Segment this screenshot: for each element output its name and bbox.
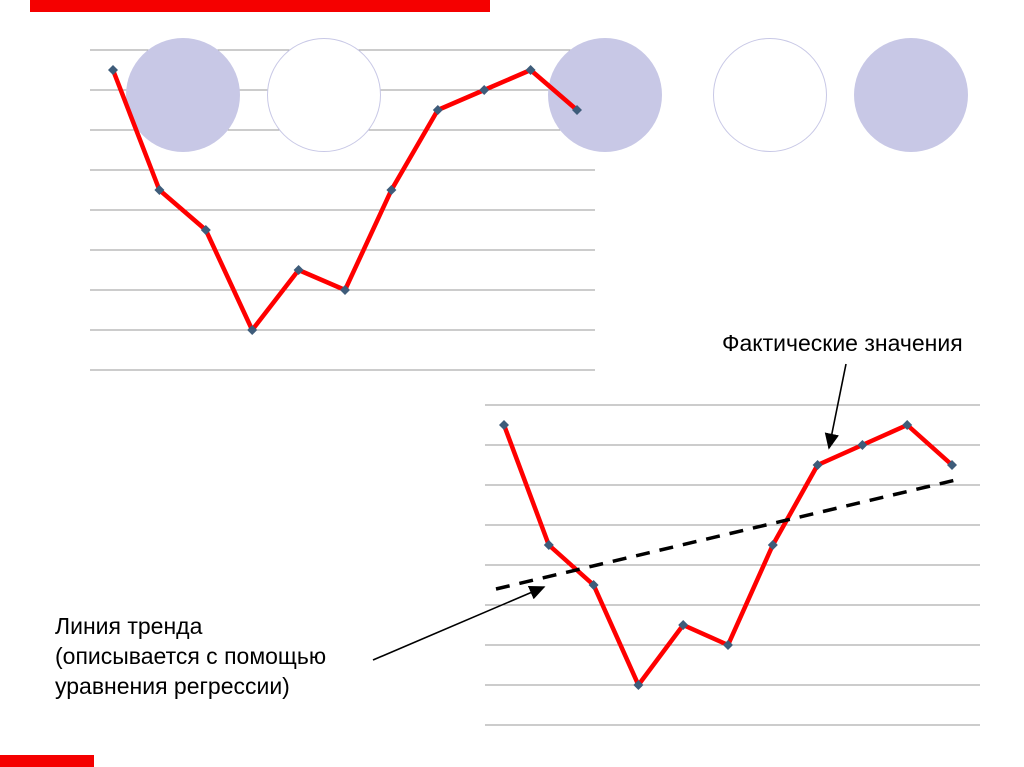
decor-circle-outline-1 — [267, 38, 381, 152]
actual-values-label: Фактические значения — [722, 330, 963, 356]
top-accent-bar — [30, 0, 490, 12]
decor-circle-outline-2 — [713, 38, 827, 152]
bottom-chart — [485, 404, 980, 726]
trend-line-label: Линия тренда (описывается с помощью урав… — [55, 611, 326, 701]
trend-line-label-line3: уравнения регрессии) — [55, 673, 290, 699]
decor-circle-filled-3 — [854, 38, 968, 152]
bottom-accent-bar — [0, 755, 94, 767]
decor-circle-filled-2 — [548, 38, 662, 152]
decor-circle-filled-1 — [126, 38, 240, 152]
trend-line-label-line1: Линия тренда — [55, 613, 203, 639]
trend-line-label-line2: (описывается с помощью — [55, 643, 327, 669]
top-chart-series — [108, 65, 582, 335]
